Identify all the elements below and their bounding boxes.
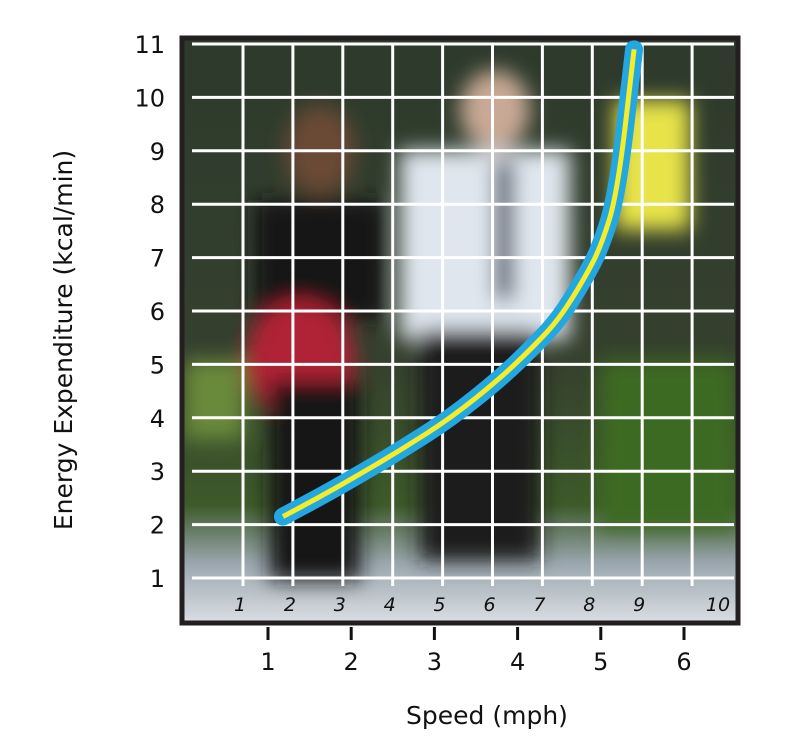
inner-x-label: 3 [334,594,346,616]
series-group [273,40,644,526]
plot-frame [179,35,741,626]
x-tick-label: 2 [344,648,359,676]
photo-background [184,40,736,621]
y-tick-label: 2 [150,512,165,540]
x-axis-label: Speed (mph) [406,701,568,730]
inner-x-label: 6 [483,594,495,616]
inner-x-label: 4 [384,594,396,616]
inner-x-label: 5 [434,594,446,616]
y-tick-label: 5 [150,351,165,379]
y-tick-label: 4 [150,405,165,433]
inner-x-label: 8 [583,594,595,616]
x-tick-label: 3 [427,648,442,676]
y-tick-label: 3 [150,458,165,486]
y-tick-label: 11 [134,31,165,59]
x-tick-label: 1 [260,648,275,676]
y-tick-label: 1 [150,565,165,593]
y-axis-label: Energy Expenditure (kcal/min) [49,150,78,530]
y-tick-label: 10 [134,84,165,112]
x-tick-label: 6 [676,648,691,676]
inner-x-label: 7 [533,594,545,616]
inner-x-label: 10 [706,594,730,616]
series-line-inner [281,49,637,519]
y-tick-label: 6 [150,298,165,326]
x-tick-label: 5 [593,648,608,676]
y-tick-label: 7 [150,245,165,273]
y-tick-label: 8 [150,191,165,219]
y-tick-label: 9 [150,138,165,166]
inner-x-label: 2 [284,594,296,616]
inner-x-label: 1 [234,594,246,616]
x-tick-label: 4 [510,648,525,676]
inner-x-label: 9 [633,594,645,616]
